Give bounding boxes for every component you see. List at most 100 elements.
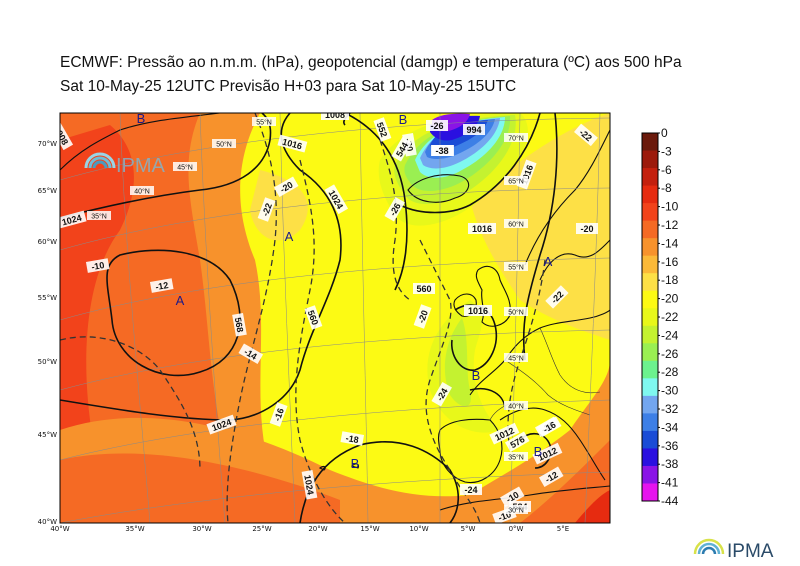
colorbar-swatch [642, 343, 658, 362]
grid-latitude-label: 45°N [504, 353, 528, 363]
geopotential-lines [60, 113, 546, 523]
svg-text:568: 568 [233, 317, 245, 334]
colorbar-label: -12 [661, 218, 679, 232]
svg-text:-26: -26 [430, 121, 443, 131]
svg-text:1008: 1008 [325, 110, 345, 120]
latitude-label: 40°W [38, 518, 57, 526]
isotherm-label: -24 [460, 484, 482, 495]
colorbar-swatch [642, 255, 658, 274]
longitude-label: 0°W [509, 525, 524, 533]
svg-text:40°N: 40°N [508, 403, 524, 411]
ipma-logo-map-text: IPMA [116, 155, 166, 177]
svg-text:55°N: 55°N [256, 119, 272, 127]
high-pressure-centre: A [176, 293, 185, 308]
colorbar-swatch [642, 273, 658, 292]
colorbar-label: -8 [661, 181, 672, 195]
grid-latitude-label: 35°N [504, 452, 528, 462]
colorbar-label: -14 [661, 236, 679, 250]
map-field: 1024102410241024101610081008101610161016… [52, 110, 610, 523]
colorbar-label: -6 [661, 163, 672, 177]
colorbar: 0 -3 -6 -8 -10 -12 -14 -16 -18 -20 -22 -24 -26 -28 -30… [641, 126, 679, 508]
colorbar-label: -44 [661, 494, 679, 508]
latitude-label: 60°W [38, 238, 57, 246]
svg-text:55°N: 55°N [508, 264, 524, 272]
colorbar-swatch [642, 360, 658, 379]
svg-text:50°N: 50°N [508, 309, 524, 317]
colorbar-label: -26 [661, 347, 679, 361]
svg-text:50°N: 50°N [216, 141, 232, 149]
colorbar-label: -22 [661, 310, 679, 324]
grid-latitude-label: 65°N [504, 176, 528, 186]
low-pressure-centre: B [472, 368, 481, 383]
coastlines [60, 113, 610, 511]
colorbar-swatch [642, 150, 658, 169]
svg-text:-10: -10 [91, 260, 106, 272]
svg-text:-12: -12 [155, 280, 170, 292]
svg-text:1016: 1016 [468, 306, 488, 316]
svg-text:1008: 1008 [52, 124, 71, 146]
latitude-label: 45°W [38, 431, 57, 439]
isotherm-label: -12 [149, 278, 174, 293]
latitude-label: 55°W [38, 294, 57, 302]
svg-text:40°N: 40°N [134, 188, 150, 196]
colorbar-swatch [642, 430, 658, 449]
colorbar-label: -32 [661, 402, 679, 416]
geopotential-label: 560 [304, 305, 323, 330]
svg-text:45°N: 45°N [508, 355, 524, 363]
colorbar-label: -24 [661, 328, 679, 342]
isobar-label: 1008 [321, 110, 349, 120]
latitude-label: 50°W [38, 358, 57, 366]
colorbar-label: -38 [661, 457, 679, 471]
grid-latitude-label: 45°N [173, 162, 197, 172]
colorbar-label: -28 [661, 365, 679, 379]
longitude-label: 20°W [308, 525, 327, 533]
isotherm-label: -10 [85, 258, 110, 273]
high-pressure-centre: A [544, 254, 553, 269]
svg-text:-18: -18 [345, 433, 360, 445]
low-pressure-centre: B [399, 112, 408, 127]
colorbar-label: -41 [661, 476, 679, 490]
geopotential-label: 560 [413, 283, 435, 294]
colorbar-label: -3 [661, 144, 672, 158]
grid-latitude-label: 35°N [87, 211, 111, 221]
latitude-label: 65°W [38, 187, 57, 195]
ipma-logo-map: IPMA [84, 152, 166, 177]
svg-text:35°N: 35°N [91, 213, 107, 221]
svg-text:65°N: 65°N [508, 178, 524, 186]
title-line-2: Sat 10-May-25 12UTC Previsão H+03 para S… [60, 78, 517, 95]
latitude-labels: 70°W 65°W 60°W 55°W 50°W 45°W 40°W [38, 140, 57, 526]
longitude-label: 5°E [557, 525, 569, 533]
colorbar-swatch [642, 465, 658, 484]
svg-text:70°N: 70°N [508, 135, 524, 143]
svg-text:-38: -38 [435, 146, 448, 156]
colorbar-label: -10 [661, 200, 679, 214]
svg-text:994: 994 [466, 125, 481, 135]
isotherm-label: -16 [269, 402, 288, 427]
grid-latitude-label: 55°N [252, 117, 276, 127]
colorbar-swatch [642, 133, 658, 152]
low-pressure-centre: B [137, 111, 146, 126]
cold-core-value: -38 [431, 145, 453, 156]
svg-text:45°N: 45°N [177, 164, 193, 172]
grid-latitude-label: 60°N [504, 219, 528, 229]
grid-latitude-label: 70°N [504, 133, 528, 143]
colorbar-label: 0 [661, 126, 668, 140]
isotherm-label: -18 [340, 431, 365, 446]
colorbar-swatch [642, 395, 658, 414]
grid-latitude-label: 50°N [212, 139, 236, 149]
isotherm-label: -26 [426, 120, 448, 131]
isobar-label: 1008 [52, 120, 74, 151]
colorbar-swatch [642, 238, 658, 257]
longitude-label: 5°W [461, 525, 476, 533]
colorbar-label: -30 [661, 384, 679, 398]
colorbar-label: -16 [661, 255, 679, 269]
colorbar-swatch [642, 220, 658, 239]
high-pressure-centre: A [285, 229, 294, 244]
isobars [60, 113, 558, 523]
svg-text:1024: 1024 [302, 474, 315, 495]
grid-latitude-label: 55°N [504, 262, 528, 272]
svg-text:-22: -22 [260, 202, 274, 218]
svg-text:35°N: 35°N [508, 454, 524, 462]
contour-labels: 1024102410241024101610081008101610161016… [52, 110, 598, 523]
latitude-label: 70°W [38, 140, 57, 148]
